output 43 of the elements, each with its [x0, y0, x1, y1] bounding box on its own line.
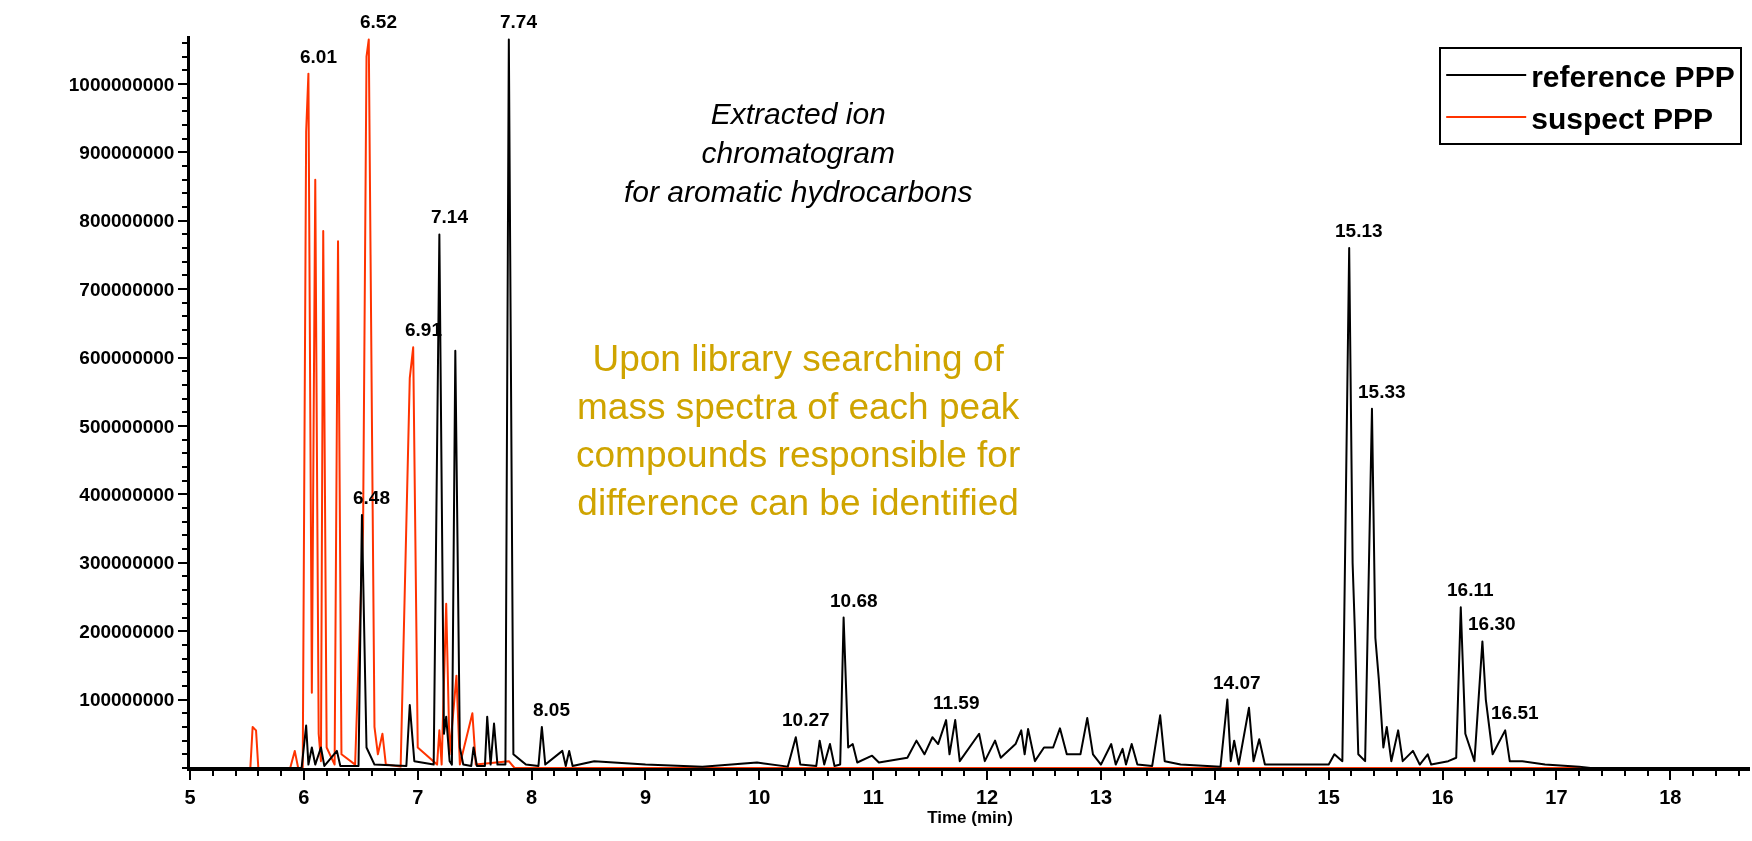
y-tick-label: 800000000	[79, 210, 175, 232]
y-tick-label: 100000000	[79, 689, 175, 711]
legend-label: reference PPP	[1531, 59, 1735, 93]
x-tick-label: 6	[298, 785, 310, 808]
annotation: 6.01	[300, 46, 338, 67]
x-tick-label: 5	[184, 785, 196, 808]
y-tick-label: 300000000	[79, 552, 175, 574]
annotation: 7.74	[500, 11, 538, 32]
x-tick-label: 17	[1545, 785, 1568, 808]
annotation: 15.33	[1358, 381, 1406, 402]
annotation: 7.14	[431, 206, 469, 227]
x-tick-label: 11	[862, 785, 884, 808]
annotation: 14.07	[1213, 672, 1261, 693]
y-tick-label: 1000000000	[68, 73, 175, 95]
x-axis-title: Time (min)	[927, 807, 1013, 827]
x-tick-label: 10	[748, 785, 771, 808]
annotation: 11.59	[933, 692, 980, 713]
y-tick-label: 600000000	[79, 347, 175, 369]
x-tick-label: 13	[1089, 785, 1113, 808]
x-tick-label: 14	[1203, 785, 1227, 808]
annotation: 16.30	[1468, 613, 1516, 634]
y-tick-label: 900000000	[79, 141, 175, 163]
x-tick-label: 8	[526, 785, 538, 808]
annotation: 8.05	[533, 699, 571, 720]
annotation: 16.51	[1491, 702, 1539, 723]
annotation: Upon library searching of mass spectra of each peak compounds responsible for difference can be identified	[576, 338, 1021, 524]
annotation: 16.11	[1447, 579, 1494, 600]
x-tick-label: 15	[1317, 785, 1340, 808]
annotation: 6.52	[360, 11, 397, 32]
y-tick-label: 700000000	[79, 278, 175, 300]
annotation: 10.68	[830, 590, 878, 611]
x-tick-label: 18	[1659, 785, 1682, 808]
x-tick-label: 16	[1431, 785, 1454, 808]
x-tick-label: 12	[975, 785, 999, 808]
legend-label: suspect PPP	[1531, 101, 1713, 135]
y-tick-label: 200000000	[79, 620, 175, 642]
y-tick-label: 400000000	[79, 484, 175, 506]
y-tick-label: 500000000	[79, 415, 175, 437]
x-tick-label: 7	[412, 785, 424, 808]
annotation: Extracted ion chromatogram for aromatic hydrocarbons	[624, 97, 973, 208]
annotation: 10.27	[782, 709, 830, 730]
x-tick-label: 9	[639, 785, 652, 808]
annotation: 15.13	[1335, 220, 1383, 241]
